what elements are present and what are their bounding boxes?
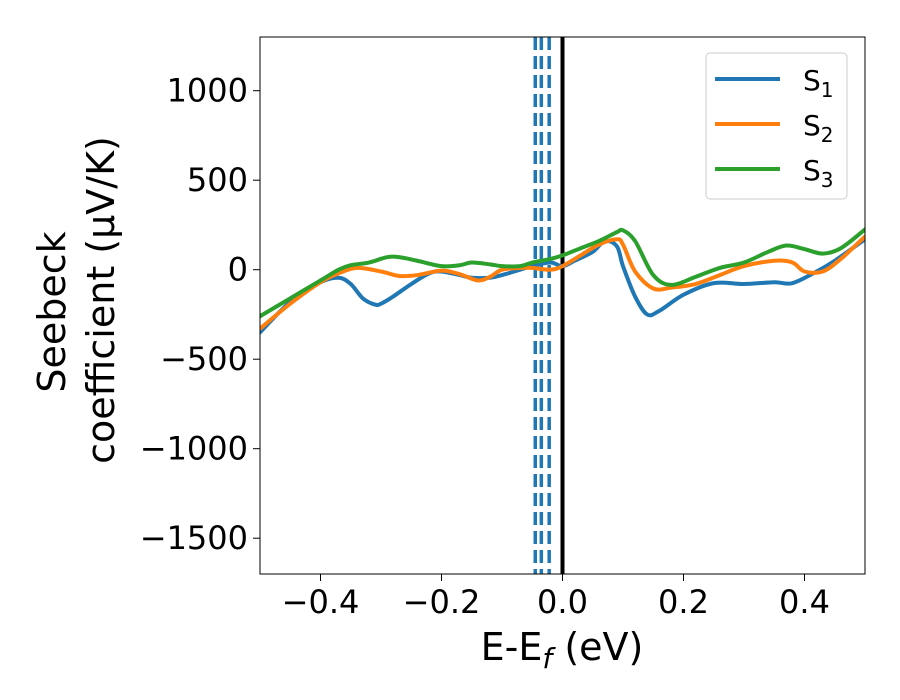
plot-area bbox=[260, 37, 865, 574]
y-tick-label: −1500 bbox=[140, 519, 248, 557]
legend: S1 S2 S3 bbox=[705, 52, 848, 200]
y-tick-label: −1000 bbox=[140, 430, 248, 468]
x-tick-label: 0.4 bbox=[779, 583, 830, 621]
legend-label-2: S2 bbox=[803, 109, 834, 147]
y-tick-label: 500 bbox=[187, 161, 248, 199]
x-tick-label: −0.4 bbox=[282, 583, 360, 621]
y-axis-label-line2: coefficient (μV/K) bbox=[79, 136, 123, 464]
y-tick-label: 0 bbox=[228, 251, 248, 289]
y-axis-label-line1: Seebeck bbox=[30, 231, 74, 392]
legend-label-1: S1 bbox=[803, 64, 834, 102]
x-tick-label: −0.2 bbox=[403, 583, 481, 621]
series-line-3 bbox=[260, 227, 865, 319]
y-tick-label: 1000 bbox=[167, 72, 248, 110]
y-axis-label: Seebeck coefficient (μV/K) bbox=[30, 136, 123, 464]
series-line-2 bbox=[260, 234, 865, 331]
y-tick-label: −500 bbox=[160, 340, 248, 378]
x-tick-label: 0.0 bbox=[537, 583, 588, 621]
x-tick-label: 0.2 bbox=[658, 583, 709, 621]
x-axis-label: E-Ef (eV) bbox=[481, 625, 644, 675]
ticks: −0.4 −0.2 0.0 0.2 0.4 1000 500 0 −500 −1000 −1500 bbox=[140, 72, 830, 621]
series-line-1 bbox=[260, 237, 865, 335]
legend-label-3: S3 bbox=[803, 154, 834, 192]
